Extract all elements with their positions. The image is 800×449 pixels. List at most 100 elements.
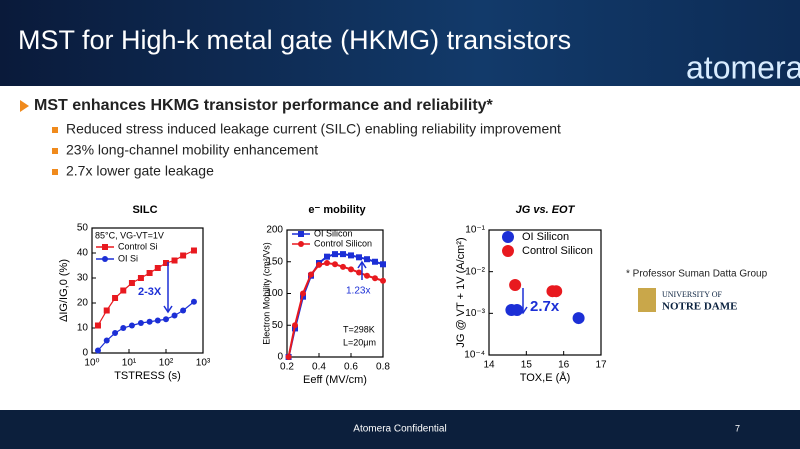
- x-tick-label: 17: [595, 360, 607, 371]
- marker: [550, 285, 563, 298]
- marker: [356, 269, 362, 276]
- annotation: T=298K: [343, 324, 375, 334]
- legend-marker: [102, 244, 108, 250]
- marker: [171, 257, 178, 264]
- annotation: L=20μm: [343, 337, 376, 347]
- chart-title: e⁻ mobility: [308, 204, 366, 216]
- marker: [380, 277, 386, 284]
- marker: [103, 307, 110, 314]
- y-tick-label: 10: [77, 323, 89, 334]
- bullet-arrow: [20, 100, 29, 112]
- marker: [332, 251, 338, 258]
- chart-title: SILC: [132, 204, 157, 216]
- annotation: 2-3X: [138, 286, 162, 298]
- headline: MST enhances HKMG transistor performance…: [34, 97, 494, 114]
- marker: [348, 252, 354, 259]
- legend-marker: [502, 245, 514, 257]
- x-axis-label: TOX,E (Å): [520, 371, 571, 384]
- arrow-head: [357, 260, 367, 269]
- y-tick-label: 150: [266, 256, 283, 267]
- y-tick-label: 50: [77, 223, 89, 234]
- annotation: 1.23x: [346, 286, 370, 297]
- marker: [137, 275, 144, 281]
- bullet-square: [52, 148, 58, 154]
- legend-label: Control Si: [118, 241, 158, 251]
- bullet-list: Reduced stress induced leakage current (…: [52, 121, 561, 179]
- university-shield: [638, 288, 656, 312]
- marker: [146, 270, 153, 276]
- x-tick-label: 15: [521, 360, 533, 371]
- footer-band: [0, 410, 800, 449]
- y-tick-label: 0: [277, 352, 283, 363]
- bullet-square: [52, 127, 58, 133]
- arrow-head: [163, 305, 173, 314]
- y-axis-label: ΔIG/IG,0 (%): [58, 259, 70, 322]
- x-tick-label: 14: [483, 360, 495, 371]
- page-number: 7: [735, 423, 740, 433]
- chart-title: JG vs. EOT: [516, 204, 576, 216]
- plot-frame: [488, 229, 602, 356]
- marker: [163, 316, 169, 323]
- marker: [190, 298, 197, 305]
- x-tick-label: 0.2: [280, 362, 294, 373]
- legend-label: Control Silicon: [314, 238, 372, 248]
- marker: [120, 325, 127, 331]
- charts: SILC 10⁰ 10¹ 10² 10³ 0 10 20 30 40 50 TSTRESS (s) ΔI…: [58, 204, 607, 386]
- marker: [154, 317, 161, 324]
- bullet-text: 2.7x lower gate leakage: [66, 163, 214, 179]
- y-tick-label: 10⁻³: [465, 308, 485, 319]
- header-band: [0, 0, 800, 86]
- marker: [120, 287, 127, 294]
- marker: [146, 318, 153, 325]
- x-tick-label: 0.8: [376, 362, 390, 373]
- y-axis-label: Electron Mobility (cm²/Vs): [261, 242, 271, 345]
- marker: [572, 312, 585, 325]
- annotation: 2.7x: [530, 298, 560, 315]
- x-tick-label: 10⁰: [84, 358, 99, 369]
- plot-frame: [91, 227, 204, 354]
- x-tick-label: 0.6: [344, 362, 358, 373]
- marker: [128, 322, 135, 329]
- bullet-text: Reduced stress induced leakage current (…: [66, 121, 561, 137]
- marker: [137, 320, 144, 326]
- footer-text: Atomera Confidential: [353, 424, 446, 435]
- marker: [300, 290, 306, 297]
- marker: [348, 266, 354, 273]
- y-tick-label: 100: [266, 288, 283, 299]
- legend-label: Control Silicon: [522, 245, 593, 257]
- bullet-text: 23% long-channel mobility enhancement: [66, 142, 318, 158]
- marker: [154, 265, 161, 271]
- y-tick-label: 30: [77, 273, 89, 284]
- marker: [180, 252, 187, 259]
- x-tick-label: 10²: [159, 358, 174, 369]
- marker: [171, 312, 178, 319]
- marker: [380, 261, 386, 268]
- x-tick-label: 0.4: [312, 362, 326, 373]
- y-tick-label: 10⁻²: [465, 266, 485, 277]
- legend-marker: [502, 231, 514, 243]
- marker: [180, 307, 187, 314]
- legend-marker: [102, 256, 108, 262]
- legend-label: OI Silicon: [314, 228, 353, 238]
- marker: [364, 256, 370, 263]
- marker: [332, 261, 338, 268]
- marker: [356, 254, 362, 261]
- legend-label: OI Si: [118, 253, 138, 263]
- affiliation-note: * Professor Suman Datta Group: [626, 269, 768, 280]
- y-tick-label: 200: [266, 225, 283, 236]
- marker: [112, 295, 119, 301]
- y-tick-label: 10⁻⁴: [464, 350, 485, 361]
- marker: [94, 322, 101, 329]
- marker: [364, 272, 370, 279]
- arrow-head: [518, 306, 528, 315]
- marker: [292, 322, 298, 329]
- y-tick-label: 10⁻¹: [465, 225, 485, 236]
- y-axis-label: JG @ VT + 1V (A/cm²): [455, 237, 467, 347]
- university-line1: UNIVERSITY OF: [662, 290, 722, 299]
- marker: [372, 258, 378, 265]
- marker: [308, 271, 314, 278]
- logo: atomera: [686, 49, 800, 85]
- marker: [103, 337, 110, 344]
